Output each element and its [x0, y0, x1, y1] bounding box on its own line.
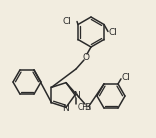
Text: N: N: [73, 91, 79, 100]
Text: Cl: Cl: [122, 73, 131, 82]
Text: CH₃: CH₃: [78, 104, 92, 112]
Text: Cl: Cl: [62, 17, 71, 26]
Text: Cl: Cl: [109, 28, 118, 37]
Text: N: N: [62, 104, 68, 113]
Text: S: S: [84, 103, 90, 112]
Text: O: O: [83, 52, 90, 62]
